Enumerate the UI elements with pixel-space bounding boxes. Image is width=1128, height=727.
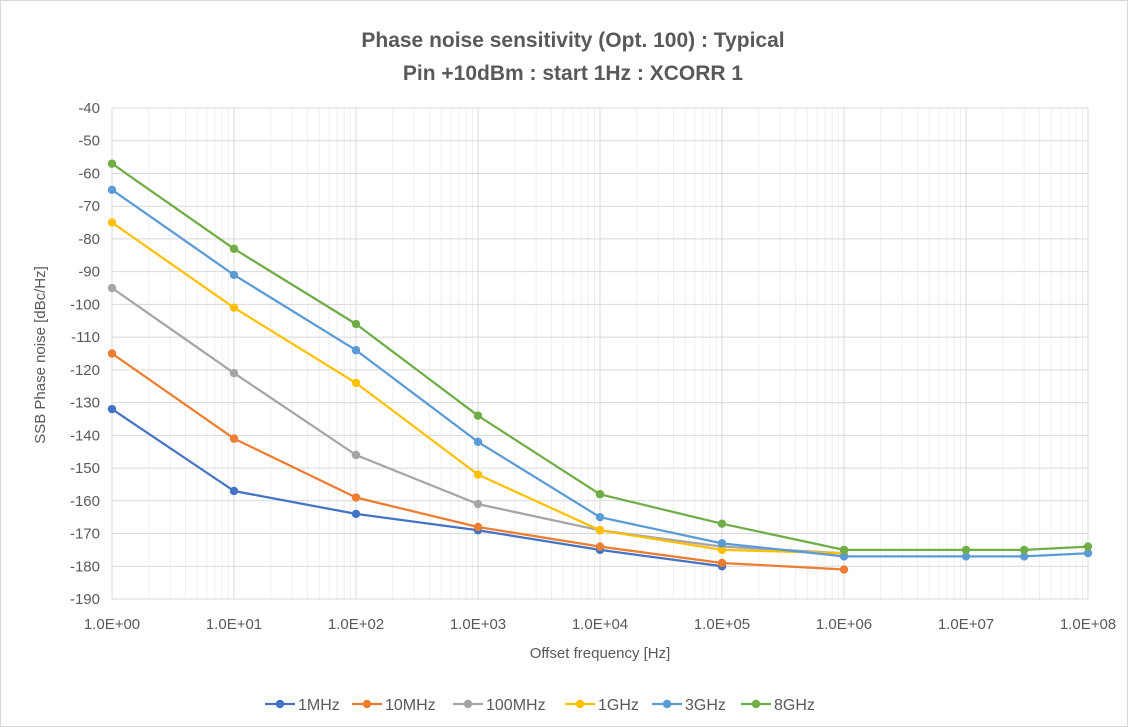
legend-label-3ghz: 3GHz — [685, 697, 726, 714]
y-tick-label: -90 — [78, 264, 100, 281]
legend: 1MHz 10MHz 100MHz 1GHz 3GHz 8GHz — [265, 697, 815, 714]
data-point-1ghz — [229, 303, 239, 312]
data-point-8ghz — [1020, 545, 1029, 555]
data-point-8ghz — [107, 159, 117, 168]
series-3ghz — [107, 185, 1093, 561]
x-tick-label: 1.0E+02 — [328, 616, 384, 633]
data-point-100mhz — [473, 499, 483, 509]
axis-ticks: -40 -50 -60 -70 -80 -90 -100 -110 -120 -130 -140 -1… — [70, 100, 1116, 633]
y-tick-label: -180 — [70, 558, 100, 575]
legend-item-1mhz: 1MHz — [265, 697, 340, 714]
data-point-8ghz — [351, 319, 361, 329]
series-10mhz — [107, 349, 849, 574]
legend-marker-100mhz — [463, 699, 473, 709]
y-tick-label: -60 — [78, 165, 100, 182]
legend-marker-3ghz — [662, 699, 672, 709]
data-point-8ghz — [717, 519, 727, 528]
data-point-8ghz — [1083, 542, 1093, 551]
legend-label-1ghz: 1GHz — [598, 697, 639, 714]
data-point-3ghz — [473, 437, 483, 447]
x-axis-title: Offset frequency [Hz] — [530, 645, 671, 662]
data-point-1ghz — [473, 470, 483, 479]
data-point-3ghz — [1020, 552, 1029, 561]
y-tick-label: -40 — [78, 100, 100, 117]
data-point-3ghz — [961, 552, 971, 561]
data-point-100mhz — [229, 368, 239, 378]
data-point-3ghz — [839, 552, 849, 561]
x-tick-label: 1.0E+03 — [450, 616, 506, 633]
data-point-1ghz — [595, 526, 605, 535]
series-line-1mhz — [111, 408, 723, 568]
data-point-8ghz — [961, 545, 971, 555]
data-point-100mhz — [351, 450, 361, 460]
legend-item-3ghz: 3GHz — [652, 697, 726, 714]
legend-item-8ghz: 8GHz — [741, 697, 815, 714]
legend-item-10mhz: 10MHz — [352, 697, 436, 714]
y-tick-label: -160 — [70, 493, 100, 510]
x-tick-label: 1.0E+05 — [694, 616, 750, 633]
legend-marker-10mhz — [362, 699, 372, 709]
legend-label-8ghz: 8GHz — [774, 697, 815, 714]
data-point-1mhz — [229, 486, 239, 496]
y-tick-label: -130 — [70, 395, 100, 412]
x-tick-label: 1.0E+00 — [84, 616, 140, 633]
y-tick-label: -50 — [78, 133, 100, 150]
y-axis-title: SSB Phase noise [dBc/Hz] — [32, 266, 49, 444]
y-tick-label: -80 — [78, 231, 100, 248]
legend-label-1mhz: 1MHz — [298, 697, 340, 714]
legend-marker-8ghz — [751, 699, 761, 709]
data-point-3ghz — [107, 185, 117, 195]
data-point-1ghz — [717, 545, 727, 555]
y-tick-label: -70 — [78, 198, 100, 215]
data-point-10mhz — [473, 522, 483, 532]
data-point-10mhz — [107, 349, 117, 358]
data-point-1mhz — [107, 404, 117, 414]
data-point-10mhz — [229, 434, 239, 443]
data-point-3ghz — [717, 539, 727, 548]
data-point-3ghz — [1083, 548, 1093, 558]
legend-marker-1mhz — [275, 699, 285, 709]
y-tick-label: -140 — [70, 427, 100, 444]
legend-label-100mhz: 100MHz — [486, 697, 546, 714]
data-point-10mhz — [595, 542, 605, 551]
data-point-1ghz — [107, 218, 117, 227]
legend-label-10mhz: 10MHz — [385, 697, 436, 714]
data-point-100mhz — [107, 283, 117, 293]
data-point-3ghz — [351, 346, 361, 355]
data-point-1ghz — [351, 378, 361, 388]
data-point-1mhz — [351, 509, 361, 519]
y-tick-label: -110 — [71, 329, 100, 346]
y-tick-label: -150 — [70, 460, 100, 477]
legend-item-1ghz: 1GHz — [565, 697, 639, 714]
data-point-8ghz — [473, 411, 483, 420]
x-tick-label: 1.0E+04 — [572, 616, 628, 633]
data-point-3ghz — [229, 270, 239, 280]
data-point-8ghz — [595, 490, 605, 499]
data-point-8ghz — [839, 545, 849, 555]
data-point-10mhz — [717, 558, 727, 568]
x-tick-label: 1.0E+01 — [206, 616, 262, 633]
series-line-8ghz — [111, 162, 1089, 552]
x-tick-label: 1.0E+07 — [938, 616, 994, 633]
data-point-8ghz — [229, 244, 239, 253]
data-point-10mhz — [839, 565, 849, 574]
x-tick-label: 1.0E+06 — [816, 616, 872, 633]
y-tick-label: -190 — [70, 591, 100, 608]
legend-marker-1ghz — [575, 699, 585, 709]
series-8ghz — [107, 159, 1093, 555]
legend-item-100mhz: 100MHz — [453, 697, 546, 714]
data-point-10mhz — [351, 493, 361, 502]
x-tick-label: 1.0E+08 — [1060, 616, 1116, 633]
y-tick-label: -100 — [70, 296, 100, 313]
grid-lines — [111, 107, 1089, 600]
data-series — [107, 159, 1093, 574]
y-tick-label: -170 — [70, 526, 100, 543]
chart-title: Phase noise sensitivity (Opt. 100) : Typ… — [361, 29, 784, 52]
chart-subtitle: Pin +10dBm : start 1Hz : XCORR 1 — [403, 62, 743, 85]
data-point-3ghz — [595, 512, 605, 522]
series-line-3ghz — [111, 188, 1089, 558]
y-tick-label: -120 — [70, 362, 100, 379]
